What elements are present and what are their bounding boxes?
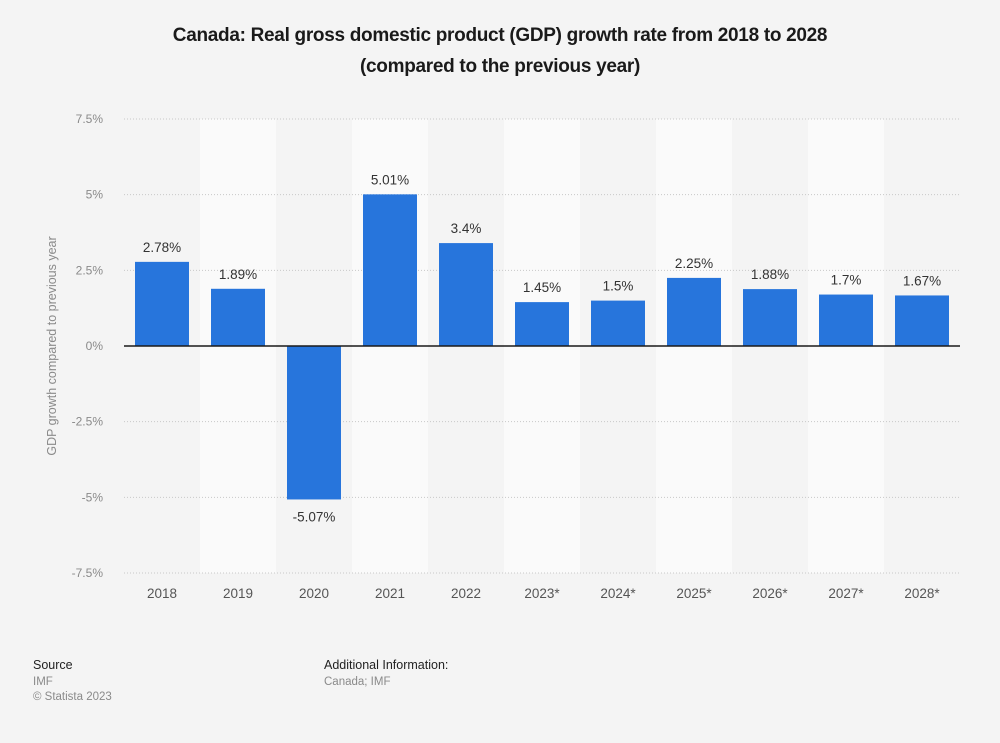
- y-axis-ticks: 7.5% 5% 2.5% 0% -2.5% -5% -7.5%: [72, 112, 104, 580]
- source-name: IMF: [33, 676, 53, 688]
- data-label: 1.5%: [603, 279, 634, 294]
- x-tick-label: 2019: [223, 586, 253, 601]
- bar-2026: [743, 289, 797, 346]
- source-heading: Source: [33, 658, 73, 672]
- data-label: 1.7%: [831, 273, 862, 288]
- y-tick-label: 5%: [86, 188, 104, 202]
- data-label: 5.01%: [371, 172, 409, 187]
- bar-2018: [135, 261, 189, 346]
- chart-title-line-2: (compared to the previous year): [360, 56, 640, 77]
- y-tick-label: -7.5%: [72, 566, 104, 580]
- bar-2028: [895, 295, 949, 346]
- data-label: 1.45%: [523, 280, 561, 295]
- bar-2025: [667, 277, 721, 346]
- y-tick-label: 7.5%: [76, 112, 104, 126]
- x-tick-label: 2024*: [600, 586, 636, 601]
- y-tick-label: -5%: [82, 490, 104, 504]
- x-tick-label: 2028*: [904, 586, 940, 601]
- x-tick-label: 2020: [299, 586, 329, 601]
- additional-info-text: Canada; IMF: [324, 676, 391, 688]
- bar-2027: [819, 294, 873, 346]
- data-label: -5.07%: [293, 509, 336, 524]
- data-label: 1.67%: [903, 273, 941, 288]
- data-label: 3.4%: [451, 221, 482, 236]
- x-tick-label: 2026*: [752, 586, 788, 601]
- chart-title-line-1: Canada: Real gross domestic product (GDP…: [172, 25, 828, 46]
- y-axis-label: GDP growth compared to previous year: [45, 236, 59, 455]
- bar-2021: [363, 194, 417, 346]
- y-tick-label: 2.5%: [76, 263, 104, 277]
- y-tick-label: 0%: [86, 339, 104, 353]
- chart-title: Canada: Real gross domestic product (GDP…: [0, 20, 1000, 82]
- additional-info-heading: Additional Information:: [324, 658, 449, 672]
- data-label: 2.25%: [675, 256, 713, 271]
- copyright: © Statista 2023: [33, 691, 112, 703]
- bars: [135, 194, 949, 500]
- x-tick-label: 2027*: [828, 586, 864, 601]
- x-tick-label: 2022: [451, 586, 481, 601]
- bar-2022: [439, 243, 493, 346]
- grid-lines: [124, 118, 960, 574]
- data-label: 2.78%: [143, 240, 181, 255]
- bar-2023: [515, 302, 569, 346]
- bar-2019: [211, 288, 265, 346]
- data-labels: 2.78% 1.89% -5.07% 5.01% 3.4% 1.45% 1.5% 2.25% 1…: [143, 172, 941, 524]
- x-tick-label: 2018: [147, 586, 177, 601]
- x-axis-ticks: 2018 2019 2020 2021 2022 2023* 2024* 2025* 2026*…: [147, 586, 940, 601]
- data-label: 1.88%: [751, 267, 789, 282]
- bar-2024: [591, 300, 645, 346]
- bar-2020: [287, 346, 341, 500]
- x-tick-label: 2025*: [676, 586, 712, 601]
- y-tick-label: -2.5%: [72, 415, 104, 429]
- x-tick-label: 2023*: [524, 586, 560, 601]
- data-label: 1.89%: [219, 267, 257, 282]
- x-tick-label: 2021: [375, 586, 405, 601]
